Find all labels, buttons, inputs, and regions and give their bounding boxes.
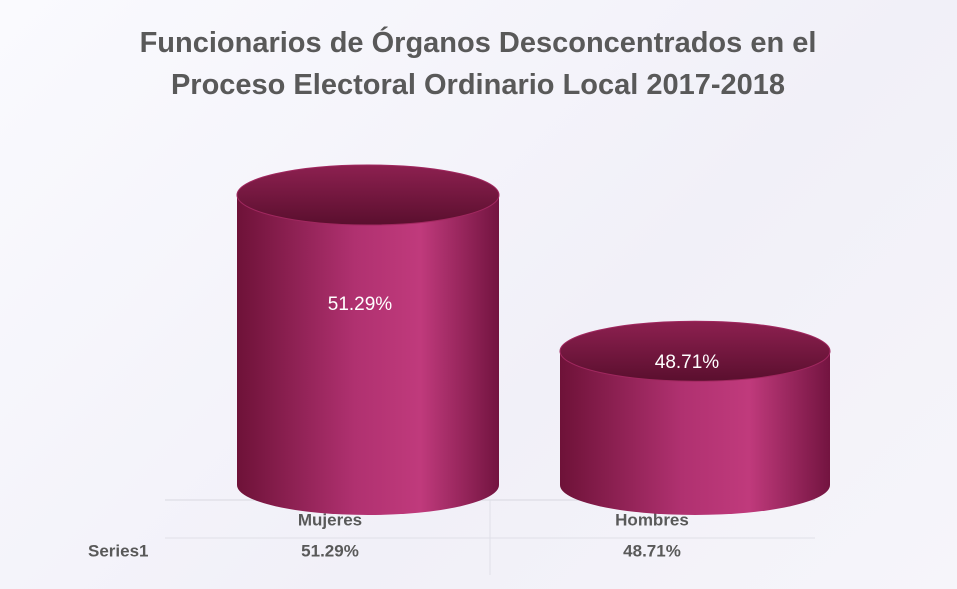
data-label: 51.29% <box>328 294 393 315</box>
legend-key: Series1 <box>88 541 149 560</box>
cylinder-body <box>237 194 499 485</box>
chart-title: Funcionarios de Órganos Desconcentrados … <box>139 27 817 101</box>
x-tick-label: Hombres <box>615 510 689 529</box>
table-value: 48.71% <box>623 541 681 560</box>
x-tick-label: Mujeres <box>298 510 362 529</box>
cylinder <box>236 164 500 515</box>
cylinder <box>559 320 831 515</box>
cylinder-top <box>559 320 831 382</box>
cylinder-top <box>236 164 500 226</box>
data-label: 48.71% <box>655 352 720 373</box>
table-value: 51.29% <box>301 541 359 560</box>
